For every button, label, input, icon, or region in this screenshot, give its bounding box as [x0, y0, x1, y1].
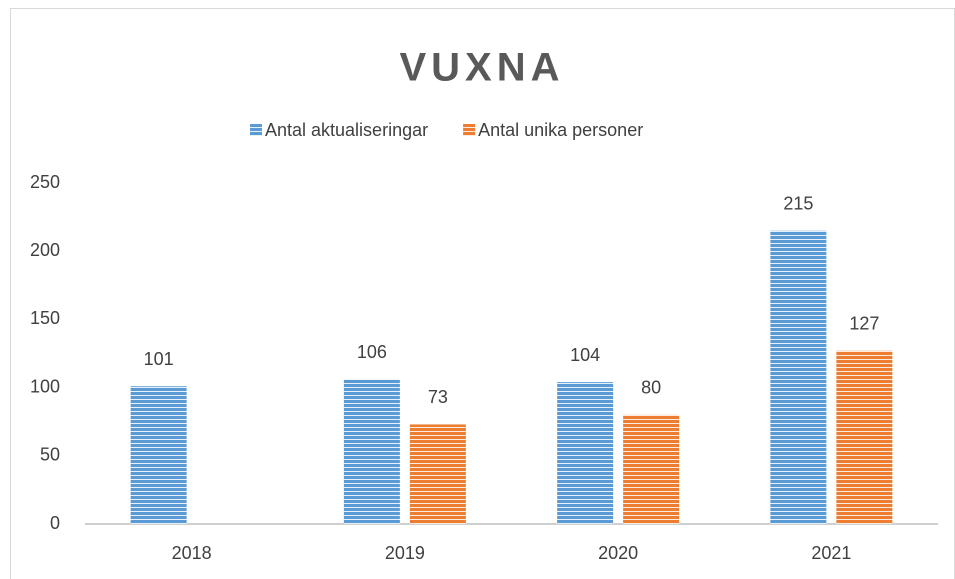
chart-title: VUXNA [399, 46, 564, 90]
legend-label: Antal aktualiseringar [265, 120, 428, 140]
data-label: 73 [428, 387, 448, 407]
x-tick-label: 2018 [172, 543, 212, 563]
data-label: 101 [144, 349, 174, 369]
bar [770, 230, 827, 525]
legend-swatch [463, 124, 476, 136]
data-label: 104 [570, 345, 600, 365]
y-tick-label: 50 [40, 445, 60, 465]
bar [557, 382, 614, 524]
y-tick-label: 100 [30, 376, 60, 396]
data-label: 215 [783, 193, 813, 213]
bar [343, 379, 400, 524]
y-tick-label: 0 [50, 513, 60, 533]
bar [623, 414, 680, 524]
legend-swatch [250, 124, 262, 136]
legend-label: Antal unika personer [478, 120, 643, 140]
x-tick-label: 2021 [811, 543, 851, 563]
y-tick-label: 200 [30, 240, 60, 260]
data-label: 127 [849, 314, 879, 334]
x-tick-label: 2020 [598, 543, 638, 563]
y-tick-label: 250 [30, 172, 60, 192]
bar [836, 350, 893, 524]
data-label: 106 [357, 342, 387, 362]
bar [130, 386, 187, 524]
data-label: 80 [641, 378, 661, 398]
x-tick-label: 2019 [385, 543, 425, 563]
y-tick-label: 150 [30, 308, 60, 328]
bar [409, 424, 466, 524]
